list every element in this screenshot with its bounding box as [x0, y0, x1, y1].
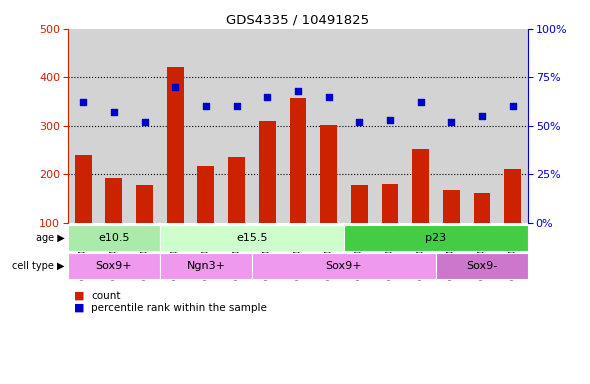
Bar [198, 166, 214, 223]
Bar [106, 178, 122, 223]
Bar [474, 193, 490, 223]
Point [416, 99, 425, 106]
Bar [136, 185, 153, 223]
Point [171, 84, 180, 90]
Point [324, 94, 333, 100]
Text: cell type ▶: cell type ▶ [12, 261, 65, 271]
Point [477, 113, 487, 119]
Point [293, 88, 303, 94]
Bar [443, 190, 460, 223]
Point [263, 94, 272, 100]
Point [385, 117, 395, 123]
Point [232, 103, 241, 109]
Text: Sox9+: Sox9+ [326, 261, 362, 271]
Text: e10.5: e10.5 [98, 233, 130, 243]
Text: percentile rank within the sample: percentile rank within the sample [91, 303, 267, 313]
Text: e15.5: e15.5 [236, 233, 268, 243]
Bar [259, 121, 276, 223]
Bar [382, 184, 398, 223]
Bar [351, 185, 368, 223]
Bar [290, 98, 306, 223]
Bar [412, 149, 429, 223]
Bar [320, 125, 337, 223]
Point [109, 109, 119, 115]
Point [447, 119, 456, 125]
Point [508, 103, 517, 109]
Point [140, 119, 149, 125]
Text: ■: ■ [74, 303, 84, 313]
Bar [75, 155, 91, 223]
Point [201, 103, 211, 109]
Point [355, 119, 364, 125]
Title: GDS4335 / 10491825: GDS4335 / 10491825 [227, 13, 369, 26]
Bar [228, 157, 245, 223]
Point [78, 99, 88, 106]
Text: p23: p23 [425, 233, 447, 243]
Text: Sox9+: Sox9+ [96, 261, 132, 271]
Text: count: count [91, 291, 121, 301]
Text: age ▶: age ▶ [36, 233, 65, 243]
Text: ■: ■ [74, 291, 84, 301]
Bar [167, 66, 183, 223]
Text: Ngn3+: Ngn3+ [186, 261, 225, 271]
Bar [504, 169, 521, 223]
Text: Sox9-: Sox9- [467, 261, 497, 271]
